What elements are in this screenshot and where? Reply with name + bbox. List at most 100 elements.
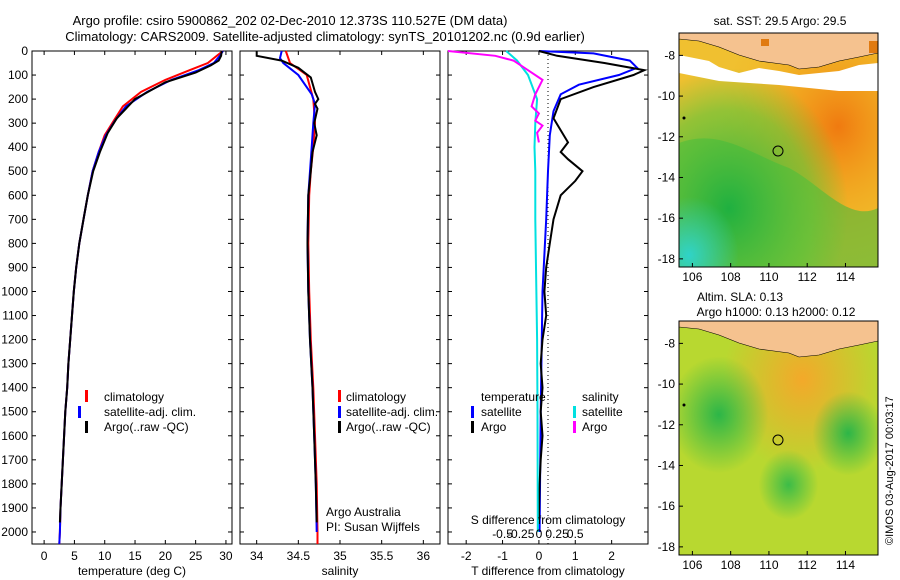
legend-label-temp-argo: Argo xyxy=(481,420,507,434)
lon-tick-label: 112 xyxy=(798,270,817,284)
s-tick-label: 0.25 xyxy=(545,527,569,541)
island-dot xyxy=(682,116,686,120)
y-tick-label: 900 xyxy=(8,260,28,274)
sst-map-title: sat. SST: 29.5 Argo: 29.5 xyxy=(714,14,847,28)
x-tick-label: 20 xyxy=(159,549,173,563)
legend-swatch-argo xyxy=(338,421,341,433)
lon-tick-label: 114 xyxy=(836,558,855,572)
legend-swatch-temp-satellite xyxy=(471,406,474,418)
lat-tick-label: -16 xyxy=(658,499,676,513)
credit-text: ©IMOS 03-Aug-2017 00:03:17 xyxy=(884,396,896,545)
legend-swatch-climatology xyxy=(85,390,88,402)
x-tick-label: 35 xyxy=(333,549,347,563)
temperature-panel-frame xyxy=(31,50,233,545)
sla-map-subtitle: Argo h1000: 0.13 h2000: 0.12 xyxy=(697,305,856,319)
y-tick-label: 600 xyxy=(8,188,28,202)
lat-tick-label: -16 xyxy=(658,211,676,225)
y-tick-label: 1900 xyxy=(1,501,28,515)
y-tick-label: 1400 xyxy=(1,381,28,395)
x-tick-label: -1 xyxy=(497,549,508,563)
sst-land-pixel xyxy=(869,41,878,53)
y-tick-label: 2000 xyxy=(1,525,28,539)
lat-tick-label: -8 xyxy=(664,48,675,62)
y-tick-label: 1300 xyxy=(1,357,28,371)
lat-tick-label: -12 xyxy=(658,130,676,144)
lon-tick-label: 106 xyxy=(682,270,702,284)
lon-tick-label: 112 xyxy=(798,558,817,572)
y-tick-label: 400 xyxy=(8,140,28,154)
difference-panel-frame xyxy=(447,50,649,545)
lon-tick-label: 110 xyxy=(759,270,778,284)
argo-position-marker xyxy=(772,145,784,157)
island-dot xyxy=(682,403,686,407)
legend-title-temperature: temperature xyxy=(481,390,546,404)
legend-label-sal-argo: Argo xyxy=(582,420,608,434)
y-tick-label: 300 xyxy=(8,116,28,130)
lat-tick-label: -10 xyxy=(658,377,676,391)
t-difference-axis-label: T difference from climatology xyxy=(471,564,625,578)
legend-label-argo: Argo(..raw -QC) xyxy=(104,420,189,434)
sst-map: sat. SST: 29.5 Argo: 29.5 106 108 110 112 11… xyxy=(658,14,879,284)
legend-swatch-temp-argo xyxy=(471,421,474,433)
series-line-temperature-satellite xyxy=(538,50,639,533)
s-difference-axis-label: S difference from climatology xyxy=(471,513,626,527)
sst-cloud-mask xyxy=(679,55,878,91)
argo-position-marker xyxy=(772,434,784,446)
lat-tick-label: -18 xyxy=(658,252,676,266)
lat-tick-label: -10 xyxy=(658,89,676,103)
x-tick-label: 30 xyxy=(219,549,233,563)
figure-title-line2: Climatology: CARS2009. Satellite-adjuste… xyxy=(65,29,585,44)
lon-tick-label: 114 xyxy=(836,270,855,284)
legend-swatch-sal-satellite xyxy=(573,406,576,418)
y-tick-label: 700 xyxy=(8,212,28,226)
series-line-temperature-argo xyxy=(537,50,648,521)
annotation-line2: PI: Susan Wijffels xyxy=(326,520,420,534)
java-coastline xyxy=(679,321,878,358)
java-coastline xyxy=(679,33,878,70)
s-tick-label: 0.5 xyxy=(567,527,584,541)
temperature-axis-label: temperature (deg C) xyxy=(78,564,186,578)
y-tick-label: 200 xyxy=(8,92,28,106)
y-tick-label: 100 xyxy=(8,68,28,82)
legend-swatch-argo xyxy=(85,421,88,433)
sla-map: Altim. SLA: 0.13 Argo h1000: 0.13 h2000:… xyxy=(658,290,879,572)
legend-label-climatology: climatology xyxy=(104,390,164,404)
temperature-panel: 0 5 10 15 20 25 300100200300400500600700800900… xyxy=(1,44,233,578)
series-line-argo-raw-qc- xyxy=(255,51,320,523)
x-tick-label: 2 xyxy=(608,549,615,563)
sla-map-frame xyxy=(678,320,879,556)
x-tick-label: 34 xyxy=(250,549,264,563)
series-line-salinity-argo xyxy=(447,50,544,143)
x-tick-label: 34.5 xyxy=(287,549,311,563)
salinity-panel: 34 34.5 35 35.5 36 salinity climatology sate… xyxy=(239,50,441,578)
s-tick-label: -0.5 xyxy=(492,527,513,541)
y-tick-label: 1000 xyxy=(1,284,28,298)
x-tick-label: 1 xyxy=(572,549,579,563)
x-tick-label: 25 xyxy=(189,549,203,563)
y-tick-label: 500 xyxy=(8,164,28,178)
legend-swatch-climatology xyxy=(338,390,341,402)
y-tick-label: 1700 xyxy=(1,453,28,467)
lon-tick-label: 106 xyxy=(682,558,702,572)
series-line-salinity-satellite xyxy=(505,50,539,533)
x-tick-label: 36 xyxy=(417,549,431,563)
lat-tick-label: -14 xyxy=(658,170,676,184)
figure-title-line1: Argo profile: csiro 5900862_202 02-Dec-2… xyxy=(73,13,508,28)
sst-map-plot xyxy=(679,33,878,267)
legend-title-salinity: salinity xyxy=(582,390,619,404)
salinity-panel-frame xyxy=(239,50,441,545)
sla-map-title: Altim. SLA: 0.13 xyxy=(697,290,783,304)
temperature-legend: climatology satellite-adj. clim. Argo(..… xyxy=(78,390,196,434)
y-tick-label: 1100 xyxy=(2,309,28,323)
legend-label-satellite: satellite-adj. clim. xyxy=(104,405,196,419)
lon-tick-label: 108 xyxy=(721,270,741,284)
x-tick-label: 10 xyxy=(98,549,112,563)
s-tick-label: -0.25 xyxy=(507,527,535,541)
x-tick-label: 15 xyxy=(128,549,142,563)
s-tick-label: 0 xyxy=(536,527,543,541)
legend-label-sal-satellite: satellite xyxy=(582,405,623,419)
y-tick-label: 1200 xyxy=(1,333,28,347)
annotation-line1: Argo Australia xyxy=(326,505,401,519)
legend-swatch-satellite xyxy=(338,406,341,418)
